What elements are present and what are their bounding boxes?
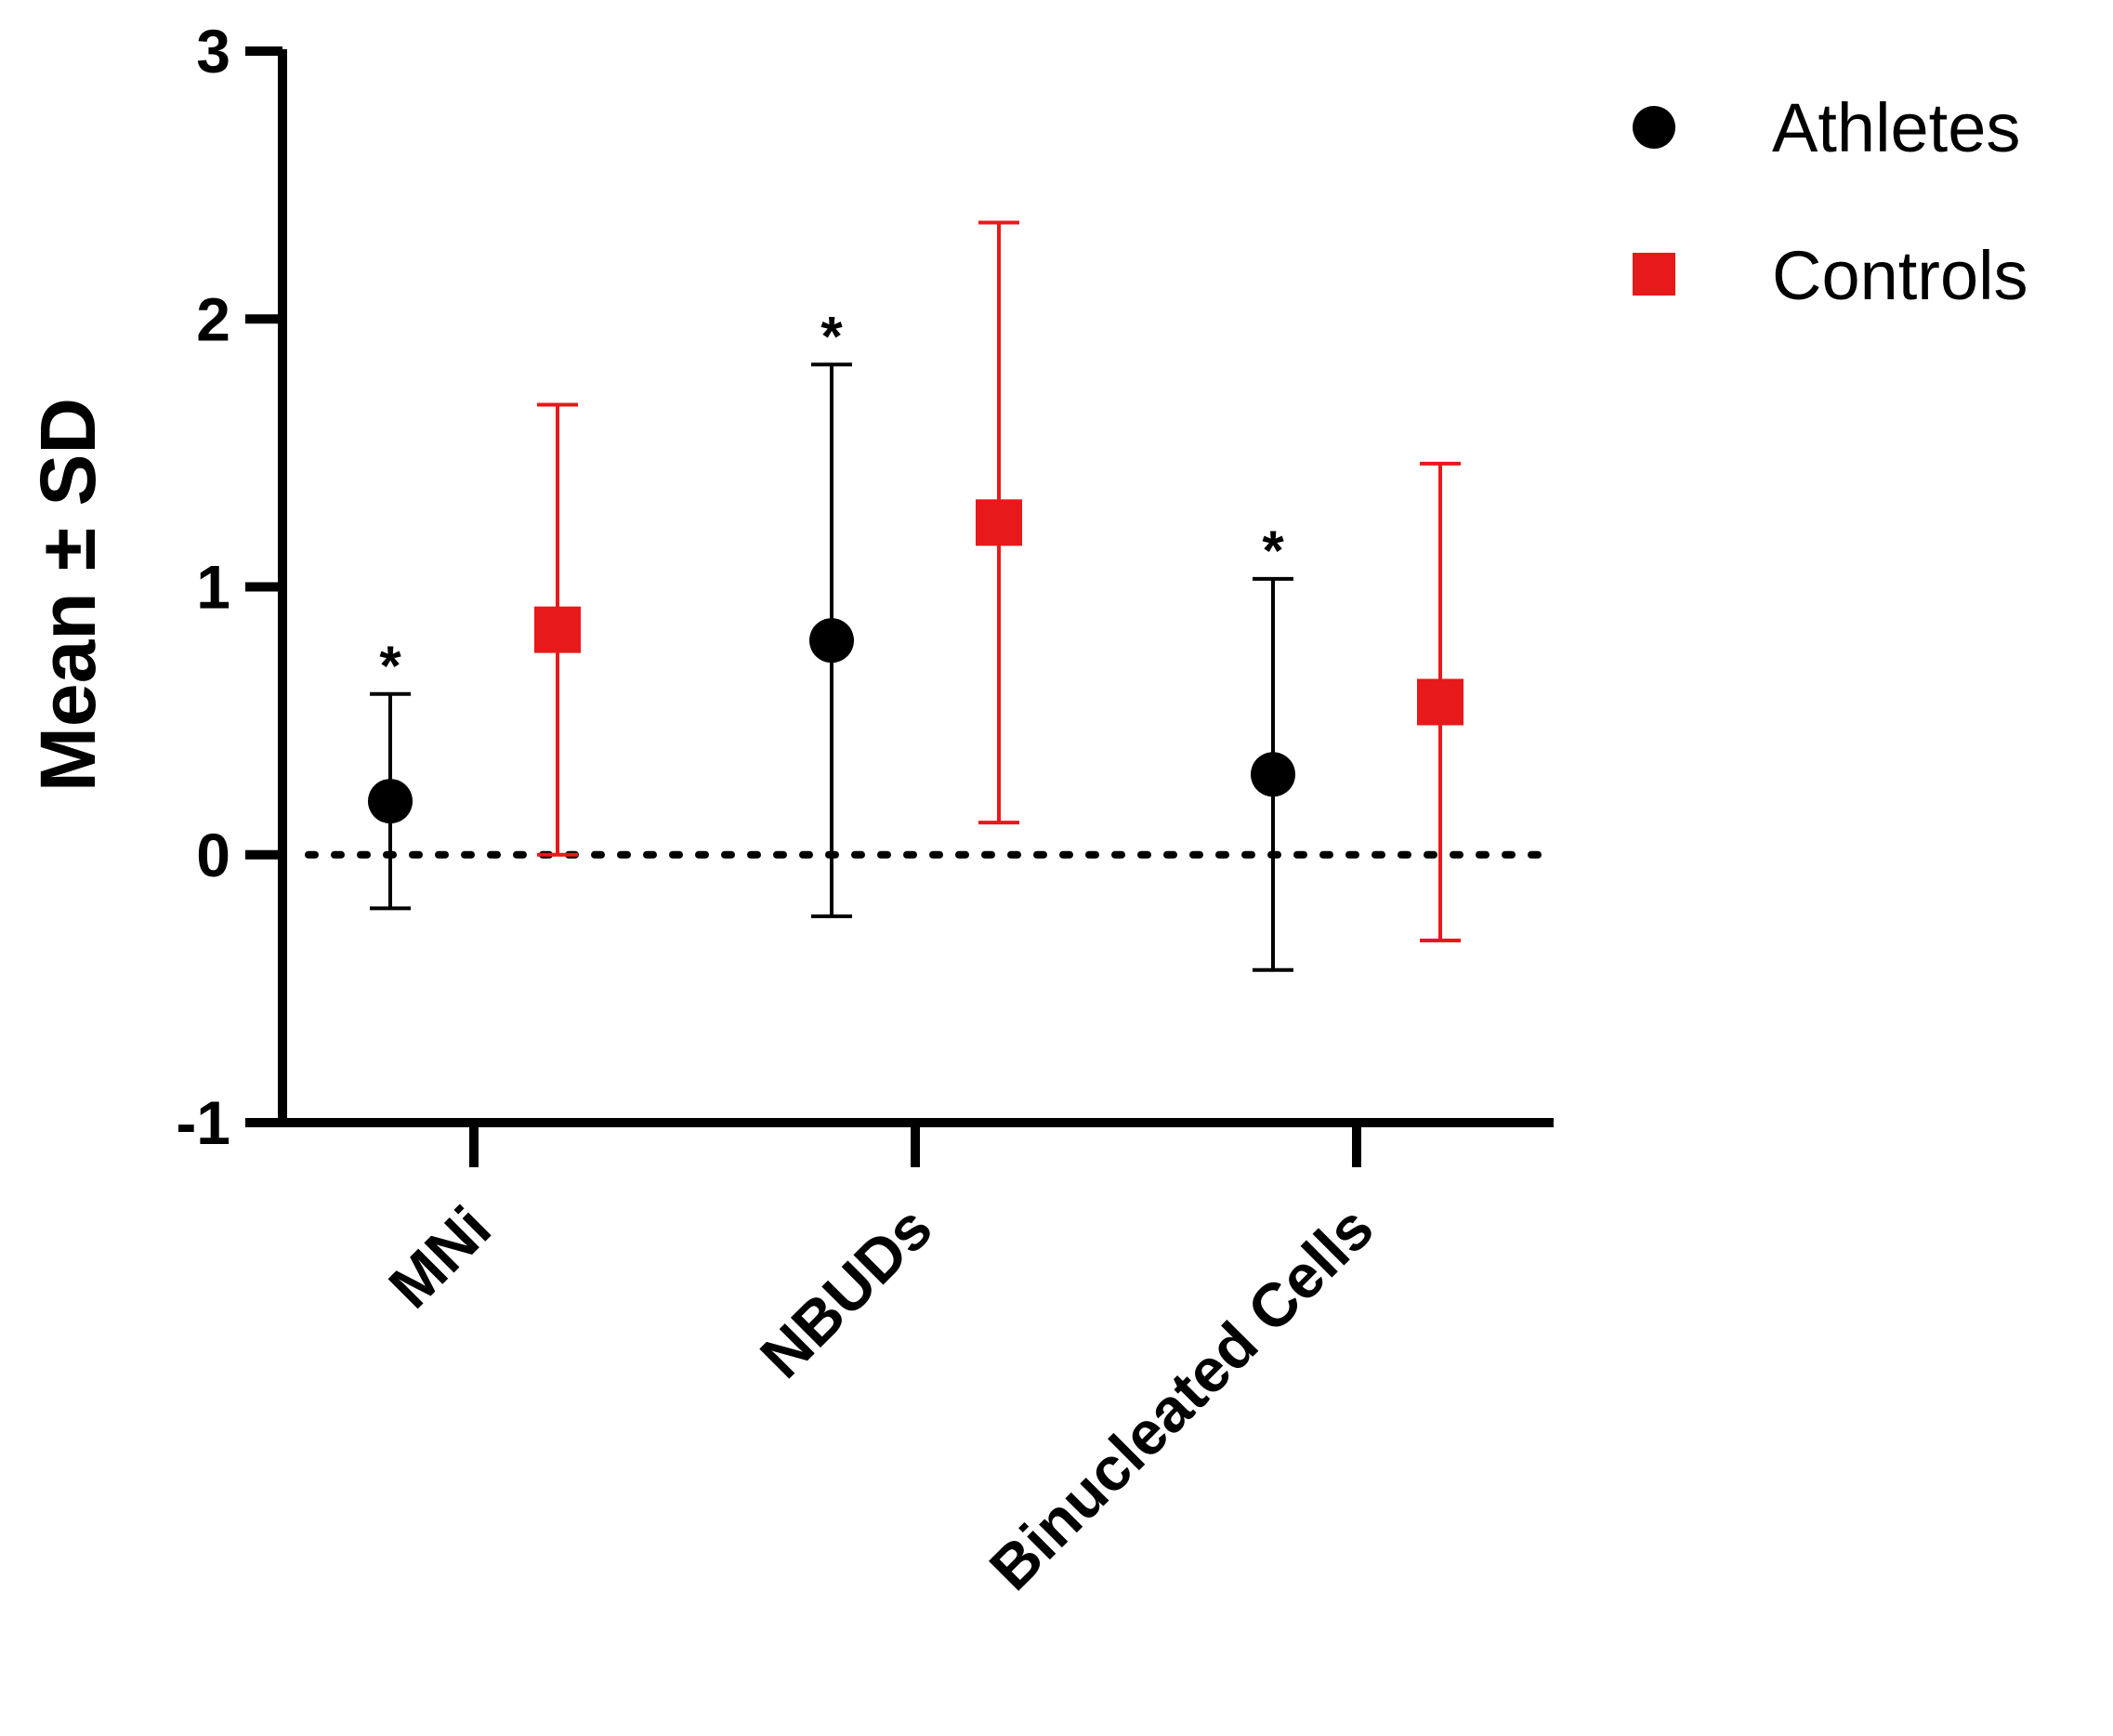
data-point-circle xyxy=(1251,752,1295,797)
y-tick-label: 2 xyxy=(196,284,230,353)
y-axis-label: Mean ± SD xyxy=(24,398,112,792)
data-point-circle xyxy=(368,779,413,824)
legend: Athletes Controls xyxy=(1633,89,2028,314)
data-point-circle xyxy=(809,618,854,664)
legend-controls-marker xyxy=(1633,253,1675,296)
series-athletes: * * * xyxy=(368,305,1295,972)
y-tick-label: -1 xyxy=(176,1088,230,1157)
series-controls xyxy=(534,220,1463,942)
data-point-square xyxy=(976,499,1022,546)
legend-controls-label: Controls xyxy=(1772,237,2028,314)
data-point-square xyxy=(534,606,581,653)
data-marks: * * * xyxy=(368,220,1463,972)
legend-athletes-label: Athletes xyxy=(1772,89,2020,166)
y-tick-label: 1 xyxy=(196,553,230,622)
legend-athletes-marker xyxy=(1633,106,1675,149)
significance-star: * xyxy=(820,305,843,367)
y-tick-label: 0 xyxy=(196,821,230,889)
x-category-label: NBUDs xyxy=(747,1193,945,1391)
x-category-label: Binucleated Cells xyxy=(977,1193,1386,1603)
significance-star: * xyxy=(379,635,401,697)
data-point-square xyxy=(1417,678,1463,726)
y-tick-label: 3 xyxy=(196,17,230,85)
significance-star: * xyxy=(1262,519,1284,582)
x-category-label: MNi xyxy=(375,1193,504,1322)
